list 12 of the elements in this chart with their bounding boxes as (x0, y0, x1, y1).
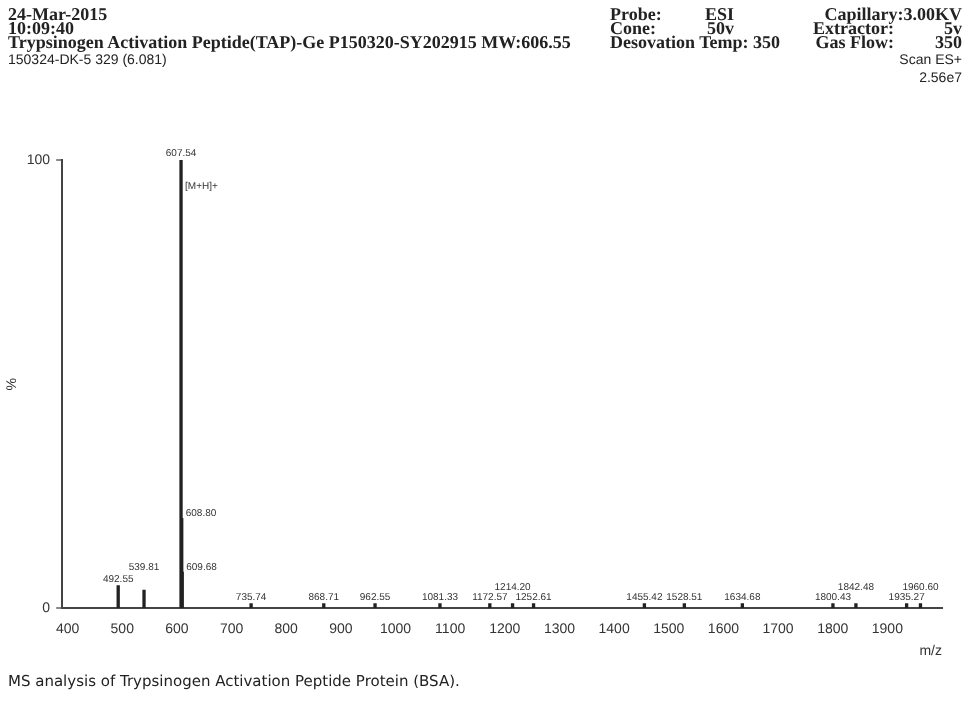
text: 24-Mar-2015 (8, 4, 108, 24)
text: 350 (935, 32, 962, 52)
text: Desovation Temp: 350 (610, 32, 781, 52)
text: 10:09:40 (8, 18, 74, 38)
chart-title: Trypsinogen Activation Peptide(TAP)-Ge P150320-SY202915 MW:606.55 (8, 32, 571, 52)
text: Gas Flow: (815, 32, 894, 52)
text: Capillary:3.00KV (824, 4, 962, 24)
text: 5v (944, 18, 962, 38)
text: ESI (704, 4, 734, 24)
text: Probe: (610, 4, 662, 24)
text: Cone: (610, 18, 656, 38)
text: 50v (707, 18, 734, 38)
